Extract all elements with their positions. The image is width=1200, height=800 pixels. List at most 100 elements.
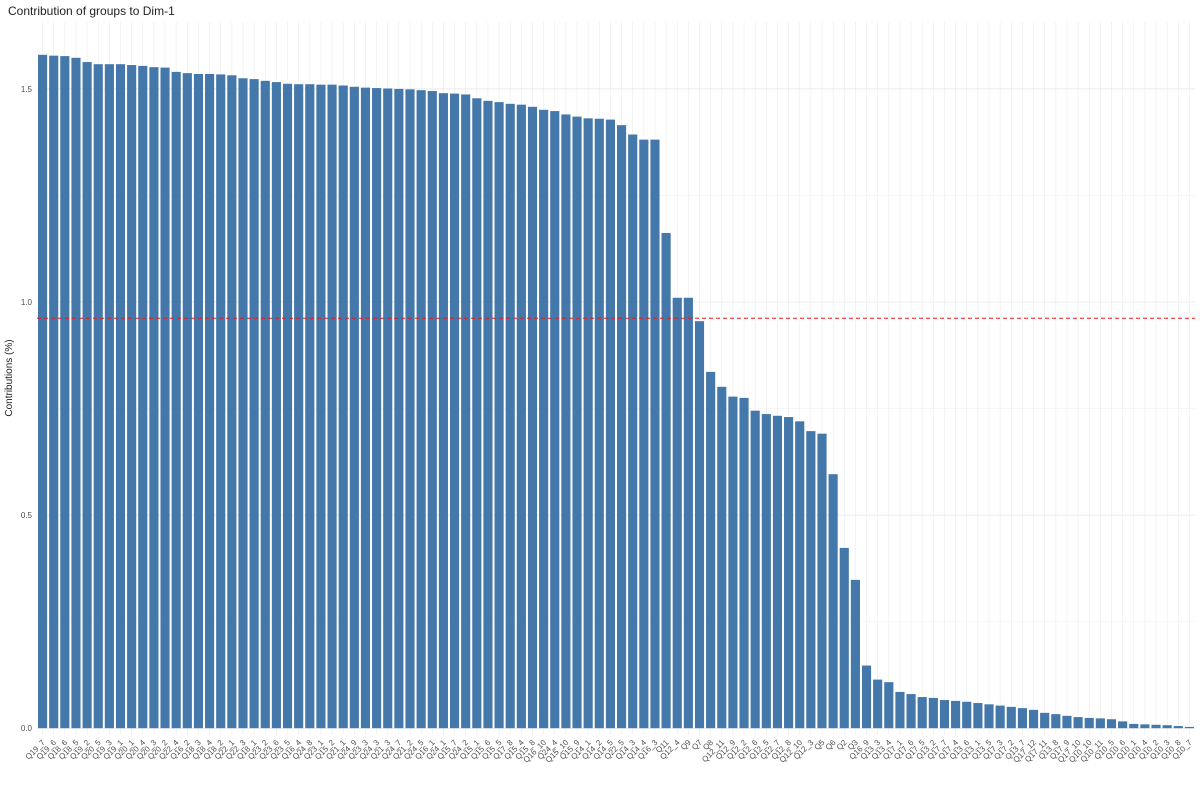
bar <box>717 386 727 729</box>
bar <box>639 139 649 729</box>
bar <box>1173 726 1183 729</box>
bar <box>316 84 326 729</box>
y-tick-label: 1.5 <box>21 85 33 94</box>
bar <box>962 701 972 729</box>
bar <box>572 116 582 729</box>
bar <box>1095 718 1105 729</box>
bar <box>438 93 448 729</box>
bar <box>683 297 693 729</box>
bar <box>973 703 983 729</box>
bar <box>193 73 204 729</box>
bar <box>984 704 994 729</box>
bar <box>472 98 482 729</box>
bar <box>617 125 627 729</box>
bar <box>728 396 738 729</box>
bar <box>182 73 192 729</box>
bar <box>383 88 393 729</box>
bar <box>761 414 771 729</box>
bar <box>828 474 838 729</box>
bar <box>449 93 460 729</box>
bar <box>461 94 471 729</box>
bar <box>227 75 237 729</box>
bar <box>305 84 315 729</box>
bar <box>583 118 593 729</box>
bar <box>115 64 126 729</box>
bar <box>349 86 359 729</box>
bar <box>539 109 549 729</box>
bar <box>694 321 705 729</box>
bar <box>1084 717 1094 729</box>
bar <box>38 54 48 729</box>
bar <box>906 694 916 729</box>
bar <box>561 114 571 729</box>
bar <box>772 415 783 729</box>
chart-title: Contribution of groups to Dim-1 <box>8 4 175 18</box>
bar <box>483 100 493 729</box>
bar <box>1118 721 1128 729</box>
bar <box>806 431 816 729</box>
bar <box>750 410 760 729</box>
bar <box>327 84 337 729</box>
bar <box>939 700 950 729</box>
bar <box>82 62 92 729</box>
bar <box>260 80 270 729</box>
bar <box>271 82 281 729</box>
bar <box>516 104 526 729</box>
bar <box>550 111 560 729</box>
bar <box>60 56 70 729</box>
bar <box>739 397 749 729</box>
bar <box>127 65 137 729</box>
bar <box>873 679 883 729</box>
bar <box>795 421 805 729</box>
bar <box>405 89 415 729</box>
bar <box>1140 724 1150 729</box>
bar <box>104 64 114 729</box>
bar <box>1051 714 1061 729</box>
bar <box>416 90 426 729</box>
bar <box>861 665 872 729</box>
bar <box>884 682 894 729</box>
bar <box>238 78 248 729</box>
bar <box>71 57 81 729</box>
bar <box>49 55 59 729</box>
bar <box>1106 719 1117 729</box>
bar <box>628 134 638 729</box>
bar <box>1073 717 1083 729</box>
bar <box>784 417 794 729</box>
bar <box>850 579 860 729</box>
bar <box>1184 726 1194 729</box>
bar <box>1006 706 1016 729</box>
bar <box>138 65 148 729</box>
bar <box>394 88 404 729</box>
y-axis-label: Contributions (%) <box>4 339 15 416</box>
bar <box>995 705 1005 729</box>
bar <box>895 691 905 729</box>
bar <box>1040 712 1050 729</box>
bar <box>605 119 615 729</box>
bar <box>294 84 304 729</box>
bar <box>160 67 170 729</box>
bar <box>171 71 181 729</box>
bar <box>661 232 671 729</box>
bar <box>951 700 961 729</box>
bar <box>249 79 259 729</box>
bar <box>1129 723 1139 729</box>
bar <box>1062 715 1072 729</box>
y-tick-label: 0.0 <box>21 724 33 733</box>
bar <box>1017 708 1027 729</box>
y-tick-label: 1.0 <box>21 298 33 307</box>
bar <box>282 83 293 729</box>
bar <box>594 118 604 729</box>
bar <box>427 91 437 729</box>
bar <box>93 64 103 729</box>
bar <box>205 73 215 729</box>
bar <box>527 106 538 729</box>
bar <box>650 139 660 729</box>
bar <box>505 103 515 729</box>
bar <box>216 74 226 729</box>
bar <box>706 371 716 729</box>
bar <box>817 433 827 729</box>
bar <box>360 87 371 729</box>
bar <box>372 88 382 729</box>
